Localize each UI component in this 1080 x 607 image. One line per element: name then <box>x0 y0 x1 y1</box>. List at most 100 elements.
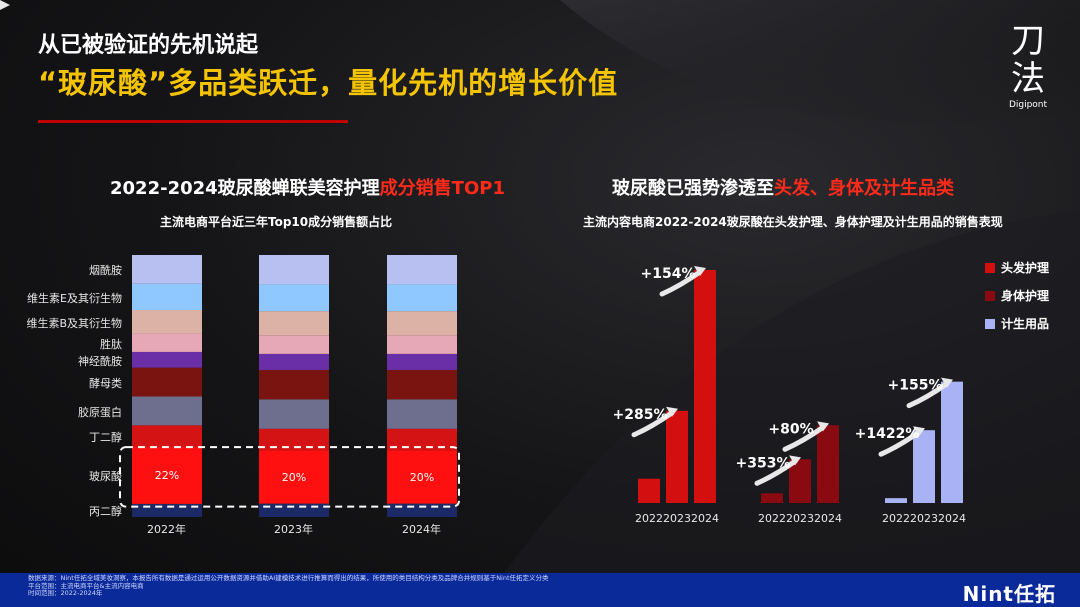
bar-segment-维生素B及其衍生物-2022年 <box>132 310 202 334</box>
footer-note-time: 时间范围：2022-2024年 <box>28 589 103 597</box>
category-label: 神经酰胺 <box>78 354 122 368</box>
growth-arrow <box>631 410 675 438</box>
legend-swatch <box>985 263 995 273</box>
growth-label: +154% <box>641 266 696 282</box>
growth-arrow <box>878 429 922 457</box>
bar-segment-维生素E及其衍生物-2022年 <box>132 283 202 311</box>
bar-segment-酵母类-2022年 <box>132 367 202 397</box>
category-label: 维生素B及其衍生物 <box>26 316 122 330</box>
bar-头发护理-2022 <box>638 478 660 503</box>
page-headline: “玻尿酸”多品类跃迁，量化先机的增长价值 <box>38 66 619 100</box>
footer-brand: Nint任拓 <box>962 582 1056 606</box>
growth-label: +353% <box>736 455 791 471</box>
page-eyebrow: 从已被验证的先机说起 <box>38 33 259 58</box>
legend-item: 计生用品 <box>985 315 1049 332</box>
growth-arrow-head <box>913 426 925 437</box>
year-label: 2023 <box>663 512 691 525</box>
right-section-title: 玻尿酸已强势渗透至头发、身体及计生品类 <box>612 174 954 200</box>
bar-segment-玻尿酸-2024年 <box>387 450 457 504</box>
bar-segment-胜肽-2022年 <box>132 333 202 352</box>
year-label: 2023 <box>910 512 938 525</box>
bar-segment-烟酰胺-2022年 <box>132 255 202 284</box>
right-chart-subtitle: 主流内容电商2022-2024玻尿酸在头发护理、身体护理及计生用品的销售表现 <box>583 215 1003 229</box>
left-title-highlight: 成分销售TOP1 <box>379 178 505 199</box>
data-label-2023年: 20% <box>282 471 306 484</box>
bar-身体护理-2022 <box>761 493 783 503</box>
title-underline <box>38 120 348 123</box>
bar-头发护理-2024 <box>694 270 716 503</box>
logo-name: Digipont <box>1008 100 1048 110</box>
footer-note-platform: 平台范围：主流电商平台&主流内容电商 <box>28 581 144 590</box>
logo-glyph-1: 刀 <box>1011 21 1045 61</box>
growth-arrow <box>659 269 703 297</box>
bar-segment-胶原蛋白-2023年 <box>259 399 329 429</box>
bar-segment-丁二醇-2022年 <box>132 425 202 447</box>
right-title-highlight: 头发、身体及计生品类 <box>774 178 954 199</box>
logo-glyph-2: 法 <box>1011 59 1045 99</box>
growth-label: +155% <box>888 378 943 394</box>
bar-segment-丁二醇-2024年 <box>387 428 457 451</box>
year-label: 2022年 <box>147 523 186 536</box>
growth-arrow-head <box>666 406 678 417</box>
bar-segment-丁二醇-2023年 <box>259 428 329 451</box>
data-label-2024年: 20% <box>410 471 434 484</box>
bar-头发护理-2023 <box>666 410 688 503</box>
growth-label: +1422% <box>855 426 920 442</box>
left-section-title: 2022-2024玻尿酸蝉联美容护理成分销售TOP1 <box>110 174 505 200</box>
bar-segment-胶原蛋白-2024年 <box>387 399 457 429</box>
growth-arrow-head <box>817 421 829 432</box>
bar-身体护理-2024 <box>817 425 839 503</box>
growth-arrow <box>906 381 950 409</box>
growth-arrow-head <box>941 377 953 388</box>
legend-swatch <box>985 291 995 301</box>
year-label: 2024 <box>938 512 966 525</box>
year-label: 2023 <box>786 512 814 525</box>
category-label: 维生素E及其衍生物 <box>27 291 122 305</box>
bar-segment-维生素E及其衍生物-2023年 <box>259 284 329 312</box>
legend-label: 身体护理 <box>1001 289 1050 303</box>
year-label: 2024 <box>814 512 842 525</box>
bar-segment-丙二醇-2024年 <box>387 503 457 517</box>
bar-segment-维生素B及其衍生物-2024年 <box>387 311 457 336</box>
year-label: 2022 <box>635 512 663 525</box>
growth-arrow-head <box>789 455 801 466</box>
bar-计生用品-2024 <box>941 381 963 503</box>
category-label: 丙二醇 <box>89 505 122 519</box>
data-label-2022年: 22% <box>155 469 179 482</box>
bar-segment-酵母类-2024年 <box>387 369 457 400</box>
bar-segment-烟酰胺-2023年 <box>259 255 329 285</box>
growth-label: +80% <box>768 421 813 437</box>
bar-segment-胜肽-2023年 <box>259 335 329 354</box>
bar-segment-烟酰胺-2024年 <box>387 255 457 285</box>
highlight-dashed-box <box>119 446 460 508</box>
bar-身体护理-2023 <box>789 459 811 503</box>
logo: 刀 法 Digipont <box>998 22 1058 110</box>
year-label: 2023年 <box>274 523 313 536</box>
bar-segment-玻尿酸-2022年 <box>132 446 202 504</box>
bar-segment-神经酰胺-2022年 <box>132 351 202 368</box>
left-title-main: 2022-2024玻尿酸蝉联美容护理 <box>110 178 380 199</box>
bar-segment-维生素E及其衍生物-2024年 <box>387 284 457 312</box>
growth-arrow-head <box>694 266 706 276</box>
category-label: 丁二醇 <box>89 430 122 444</box>
right-title-main: 玻尿酸已强势渗透至 <box>612 178 774 199</box>
legend-label: 头发护理 <box>1001 261 1050 275</box>
category-label: 酵母类 <box>89 377 122 391</box>
bar-segment-酵母类-2023年 <box>259 369 329 400</box>
year-label: 2024年 <box>402 523 441 536</box>
footer-bar: 数据来源：Nint任拓全域美妆洞察，本报告所有数据是通过运用公开数据资源并借助A… <box>0 573 1080 607</box>
category-label: 烟酰胺 <box>89 264 122 278</box>
legend-swatch <box>985 319 995 329</box>
legend-item: 身体护理 <box>985 287 1049 304</box>
bar-segment-玻尿酸-2023年 <box>259 450 329 504</box>
legend-item: 头发护理 <box>985 259 1049 276</box>
legend-label: 计生用品 <box>1001 317 1050 331</box>
year-label: 2022 <box>882 512 910 525</box>
year-label: 2024 <box>691 512 719 525</box>
bar-计生用品-2023 <box>913 430 935 503</box>
bar-segment-胜肽-2024年 <box>387 335 457 354</box>
bar-segment-胶原蛋白-2022年 <box>132 396 202 426</box>
left-chart-subtitle: 主流电商平台近三年Top10成分销售额占比 <box>160 215 393 229</box>
growth-arrow <box>754 458 798 486</box>
